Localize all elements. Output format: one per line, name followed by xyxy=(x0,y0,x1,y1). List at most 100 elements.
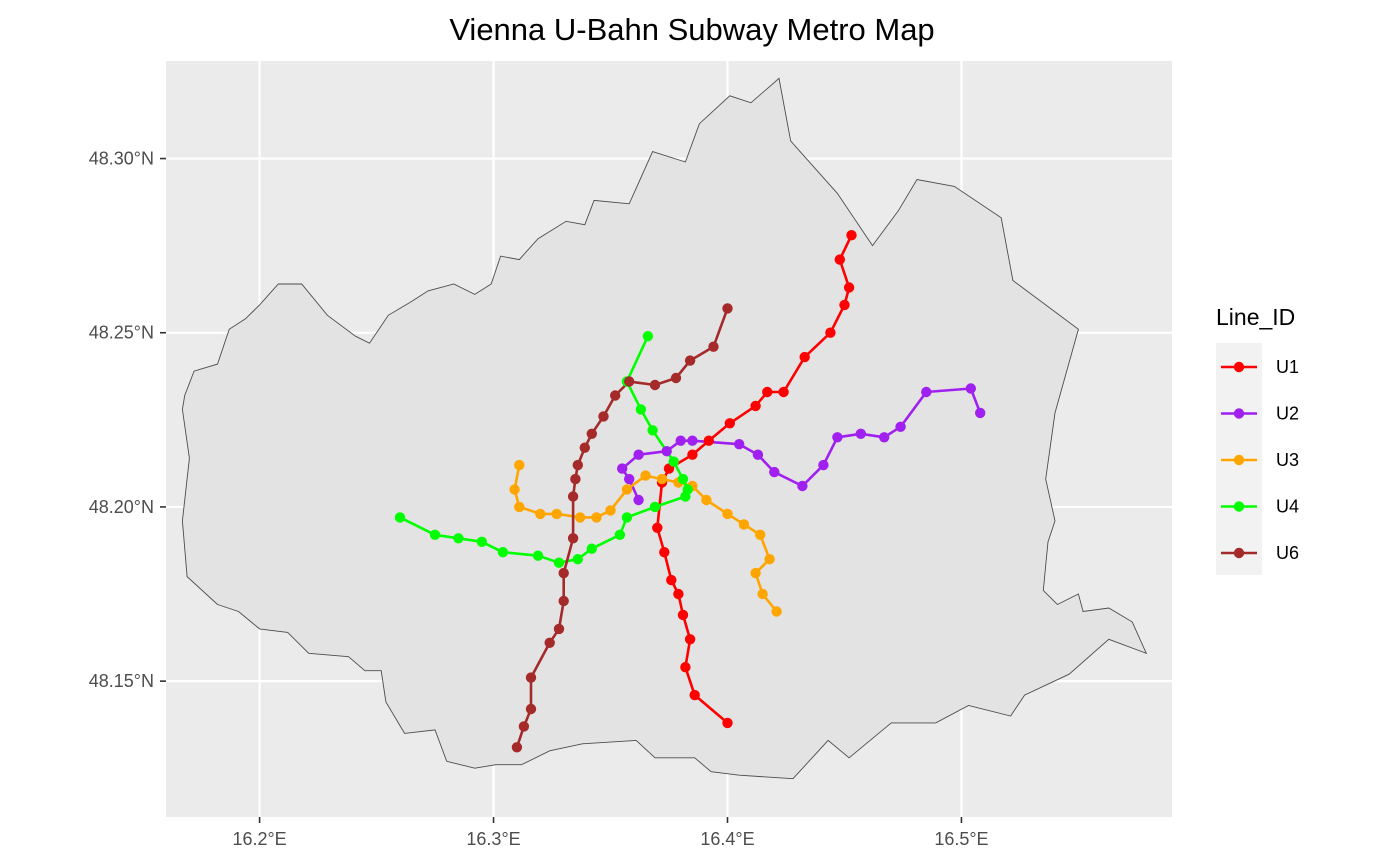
vienna-boundary xyxy=(181,77,1148,780)
station-u1 xyxy=(834,254,845,265)
legend-label-u4: U4 xyxy=(1276,497,1299,517)
station-u4 xyxy=(677,473,689,485)
station-u6 xyxy=(558,567,569,579)
station-u3 xyxy=(757,588,768,600)
y-tick-label: 48.15°N xyxy=(89,671,154,691)
station-u1 xyxy=(673,588,684,600)
station-u3 xyxy=(514,459,525,471)
y-tick-label: 48.25°N xyxy=(89,323,154,343)
station-u6 xyxy=(598,411,609,422)
station-u4 xyxy=(453,533,464,544)
station-u4 xyxy=(394,512,406,523)
station-u3 xyxy=(722,508,733,520)
station-u2 xyxy=(895,421,906,432)
station-u1 xyxy=(666,574,677,586)
station-u3 xyxy=(551,508,562,520)
station-u6 xyxy=(525,672,537,683)
legend-key-point-u1 xyxy=(1233,361,1245,373)
station-u2 xyxy=(687,435,698,446)
station-u4 xyxy=(476,536,487,547)
y-tick-label: 48.20°N xyxy=(89,497,154,517)
station-u6 xyxy=(684,355,696,366)
station-u4 xyxy=(553,557,565,568)
station-u1 xyxy=(652,522,663,533)
legend: Line_ID U1 U2 U3 U4 U6 xyxy=(1216,304,1299,575)
station-u1 xyxy=(778,386,789,398)
station-u2 xyxy=(832,432,843,443)
station-u1 xyxy=(659,547,670,558)
station-u4 xyxy=(586,543,597,554)
station-u3 xyxy=(535,508,546,520)
station-u3 xyxy=(764,554,775,565)
legend-item-u1: U1 xyxy=(1221,357,1299,377)
station-u2 xyxy=(921,386,932,398)
station-u1 xyxy=(687,449,698,460)
station-u1 xyxy=(689,689,700,701)
legend-item-u2: U2 xyxy=(1221,404,1299,424)
legend-key-point-u4 xyxy=(1233,501,1245,512)
station-u4 xyxy=(497,547,509,558)
station-u6 xyxy=(553,623,565,635)
station-u1 xyxy=(843,282,855,293)
station-u1 xyxy=(846,230,857,241)
station-u3 xyxy=(509,484,520,495)
station-u3 xyxy=(605,505,616,516)
station-u3 xyxy=(656,473,668,485)
legend-key-point-u3 xyxy=(1233,454,1245,466)
station-u1 xyxy=(680,662,691,673)
station-u3 xyxy=(591,512,602,523)
station-u6 xyxy=(586,428,597,439)
station-u4 xyxy=(642,331,654,342)
station-u2 xyxy=(769,466,780,478)
station-u2 xyxy=(734,439,745,450)
station-u1 xyxy=(724,418,735,429)
station-u6 xyxy=(525,703,537,715)
station-u6 xyxy=(567,533,579,544)
station-u2 xyxy=(855,428,866,439)
station-u6 xyxy=(624,376,635,387)
station-u2 xyxy=(879,432,890,443)
legend-label-u6: U6 xyxy=(1276,543,1299,563)
station-u3 xyxy=(738,519,750,530)
station-u1 xyxy=(825,327,836,338)
station-u4 xyxy=(614,529,626,540)
station-u4 xyxy=(668,456,679,467)
station-u1 xyxy=(750,400,761,412)
station-u1 xyxy=(799,351,810,363)
line-u6 xyxy=(515,307,729,748)
legend-title: Line_ID xyxy=(1216,304,1295,330)
station-u1 xyxy=(722,717,733,729)
station-u3 xyxy=(750,567,761,579)
chart-title: Vienna U-Bahn Subway Metro Map xyxy=(449,12,934,47)
legend-label-u2: U2 xyxy=(1276,404,1299,424)
station-u6 xyxy=(579,442,590,453)
station-u4 xyxy=(621,512,633,523)
legend-item-u4: U4 xyxy=(1221,497,1299,517)
station-u3 xyxy=(514,501,525,513)
station-u1 xyxy=(703,435,714,446)
x-tick-label: 16.4°E xyxy=(700,829,754,849)
station-u2 xyxy=(965,383,976,394)
station-u6 xyxy=(572,459,583,471)
station-u2 xyxy=(797,480,808,492)
station-u2 xyxy=(624,473,635,485)
station-u6 xyxy=(544,637,555,648)
station-u6 xyxy=(570,473,581,485)
station-u1 xyxy=(762,386,773,398)
station-u2 xyxy=(633,449,644,460)
station-u2 xyxy=(675,435,686,446)
x-axis: 16.2°E 16.3°E 16.4°E 16.5°E xyxy=(232,817,989,849)
x-tick-label: 16.2°E xyxy=(232,829,286,849)
legend-label-u1: U1 xyxy=(1276,357,1299,377)
station-u6 xyxy=(670,372,682,384)
station-u2 xyxy=(818,459,829,471)
station-u4 xyxy=(680,491,691,502)
station-u1 xyxy=(839,299,850,311)
station-u6 xyxy=(649,379,661,391)
station-u6 xyxy=(558,595,569,607)
legend-key-point-u6 xyxy=(1233,547,1245,559)
station-u2 xyxy=(617,463,628,474)
station-u3 xyxy=(771,606,782,617)
station-u2 xyxy=(661,446,672,457)
